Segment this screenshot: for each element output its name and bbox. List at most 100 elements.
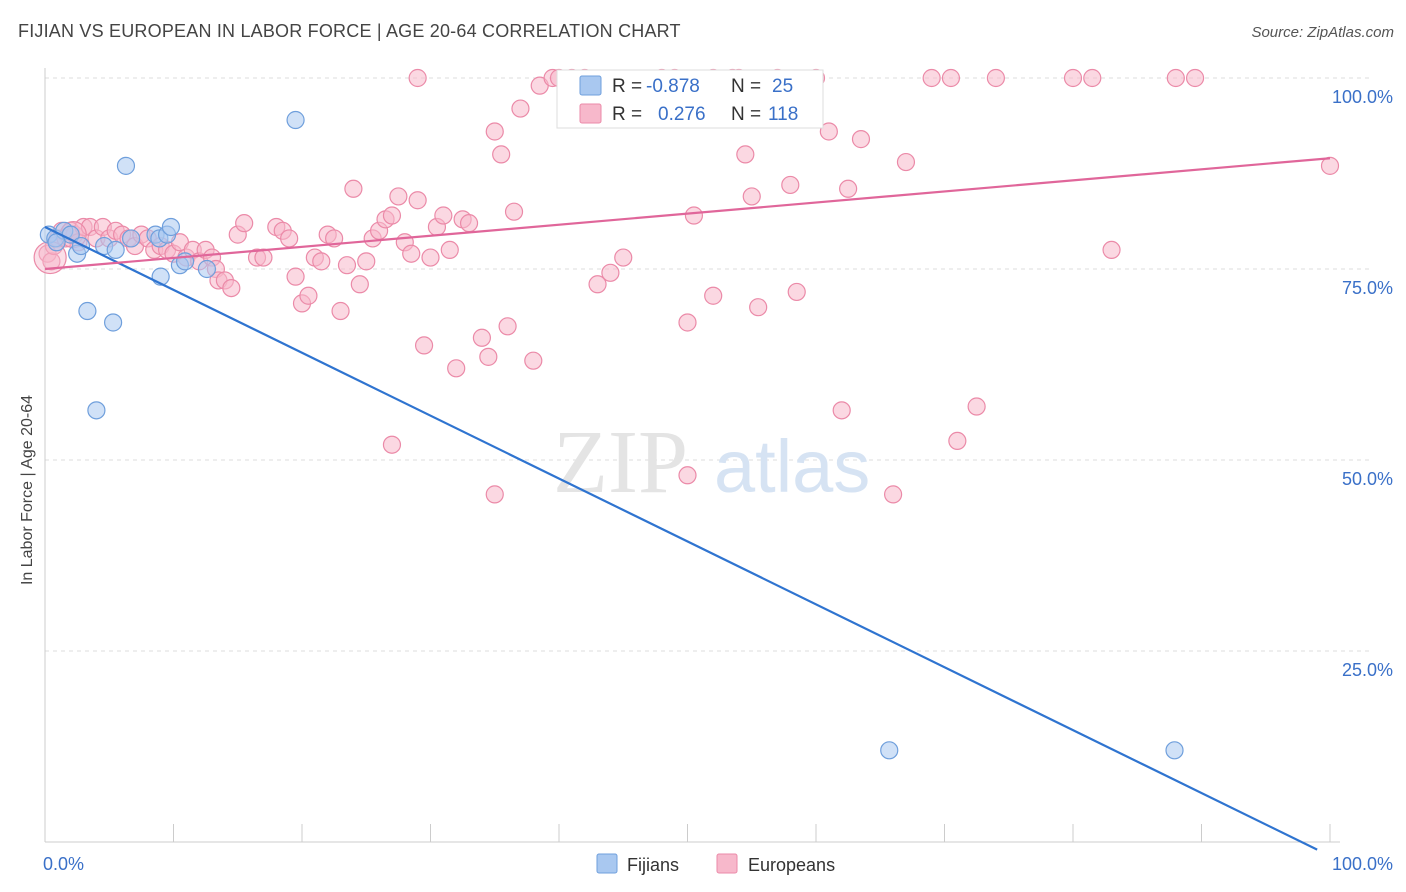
fijians-point-5: [71, 236, 91, 256]
europeans-point-65: [440, 240, 459, 259]
europeans-point-111: [967, 397, 986, 416]
gridlines: [45, 77, 1370, 652]
europeans-point-113: [1063, 68, 1083, 88]
legend-label-europeans[interactable]: Europeans: [748, 855, 835, 875]
europeans-point-73: [498, 317, 517, 336]
stats-legend: R = -0.878 N = 25 R = 0.276 N = 118: [556, 69, 824, 129]
europeans-point-110: [948, 431, 967, 450]
watermark-atlas: atlas: [714, 425, 870, 508]
europeans-point-119: [678, 466, 697, 485]
europeans-point-41: [286, 267, 305, 286]
x-tick-label-max: 100.0%: [1332, 854, 1393, 874]
stats-n-label-fijians: N =: [731, 76, 761, 97]
europeans-point-115: [1102, 240, 1121, 259]
stats-n-label-europeans: N =: [731, 104, 761, 125]
europeans-point-35: [235, 214, 254, 233]
europeans-point-60: [408, 191, 427, 210]
europeans-point-91: [704, 286, 723, 305]
europeans-point-84: [614, 248, 633, 267]
chart-title: FIJIAN VS EUROPEAN IN LABOR FORCE | AGE …: [18, 21, 681, 41]
legend-swatch-europeans[interactable]: [716, 853, 738, 874]
legend-label-fijians[interactable]: Fijians: [627, 855, 679, 875]
europeans-point-68: [459, 214, 479, 233]
legend-swatch-fijians[interactable]: [596, 853, 618, 874]
europeans-point-106: [883, 485, 903, 504]
europeans-trend-line: [44, 157, 1331, 271]
watermark-zip: ZIP: [553, 413, 688, 512]
fijians-point-23: [880, 741, 899, 760]
europeans-point-70: [479, 347, 498, 366]
fijians-point-19: [197, 259, 217, 279]
stats-n-value-fijians: 25: [772, 76, 793, 97]
europeans-point-97: [749, 298, 768, 317]
stats-swatch-fijians: [579, 75, 602, 96]
europeans-point-66: [447, 359, 466, 378]
axes: [44, 68, 1340, 843]
europeans-point-118: [1320, 156, 1340, 175]
europeans-point-45: [312, 252, 331, 271]
europeans-point-49: [337, 256, 357, 275]
fijians-point-7: [87, 401, 106, 420]
europeans-point-76: [524, 351, 543, 370]
europeans-point-64: [434, 206, 453, 225]
europeans-point-69: [472, 328, 491, 347]
fijians-point-11: [121, 229, 141, 248]
stats-r-value-europeans: 0.276: [658, 104, 706, 125]
europeans-point-37: [254, 248, 273, 267]
europeans-point-50: [344, 179, 363, 198]
fijians-point-21: [104, 313, 123, 332]
stats-swatch-europeans: [579, 103, 602, 124]
europeans-point-114: [1083, 68, 1102, 88]
europeans-point-105: [851, 130, 871, 149]
europeans-point-116: [1166, 68, 1185, 88]
stats-r-label-fijians: R =: [612, 76, 642, 97]
y-tick-label-2: 75.0%: [1342, 278, 1393, 298]
y-tick-label-3: 100.0%: [1332, 87, 1393, 107]
europeans-point-120: [382, 435, 402, 454]
europeans-point-71: [485, 122, 504, 141]
europeans-point-102: [819, 122, 838, 141]
europeans-point-107: [896, 152, 916, 172]
y-tick-label-0: 25.0%: [1342, 660, 1393, 680]
europeans-point-52: [357, 252, 376, 271]
europeans-point-112: [986, 68, 1006, 88]
fijians-point-20: [286, 110, 305, 130]
europeans-point-43: [299, 286, 318, 305]
europeans-point-83: [601, 263, 620, 282]
stats-r-value-fijians: -0.878: [646, 76, 700, 97]
europeans-point-95: [736, 145, 755, 164]
europeans-point-74: [504, 202, 524, 221]
y-tick-label-1: 50.0%: [1342, 469, 1393, 489]
europeans-point-82: [588, 275, 607, 294]
fijians-point-9: [106, 240, 125, 259]
europeans-point-108: [922, 68, 941, 88]
stats-r-label-europeans: R =: [612, 104, 642, 125]
europeans-point-103: [832, 401, 851, 420]
trend-lines: [44, 157, 1331, 851]
europeans-point-62: [421, 248, 440, 267]
europeans-point-89: [678, 313, 697, 332]
europeans-point-99: [781, 175, 800, 195]
europeans-point-90: [684, 206, 704, 225]
europeans-point-121: [485, 485, 504, 504]
europeans-point-33: [222, 279, 241, 298]
europeans-point-104: [839, 179, 858, 198]
europeans-point-59: [402, 244, 421, 263]
tick-labels: 25.0% 50.0% 75.0% 100.0% 0.0% 100.0%: [43, 87, 1393, 874]
fijians-point-24: [1165, 741, 1184, 760]
europeans-point-61: [414, 336, 434, 355]
europeans-point-117: [1185, 68, 1205, 88]
europeans-point-57: [389, 187, 408, 206]
europeans-point-109: [941, 68, 961, 88]
europeans-point-75: [511, 99, 530, 118]
x-tick-label-min: 0.0%: [43, 854, 84, 874]
watermark: ZIP atlas: [553, 413, 870, 512]
source-credit: Source: ZipAtlas.com: [1251, 24, 1394, 41]
europeans-point-96: [742, 187, 761, 206]
fijians-point-6: [78, 301, 97, 321]
europeans-point-100: [787, 282, 806, 302]
europeans-point-72: [492, 145, 511, 164]
europeans-point-56: [382, 206, 402, 225]
series-legend: Fijians Europeans: [596, 853, 835, 875]
